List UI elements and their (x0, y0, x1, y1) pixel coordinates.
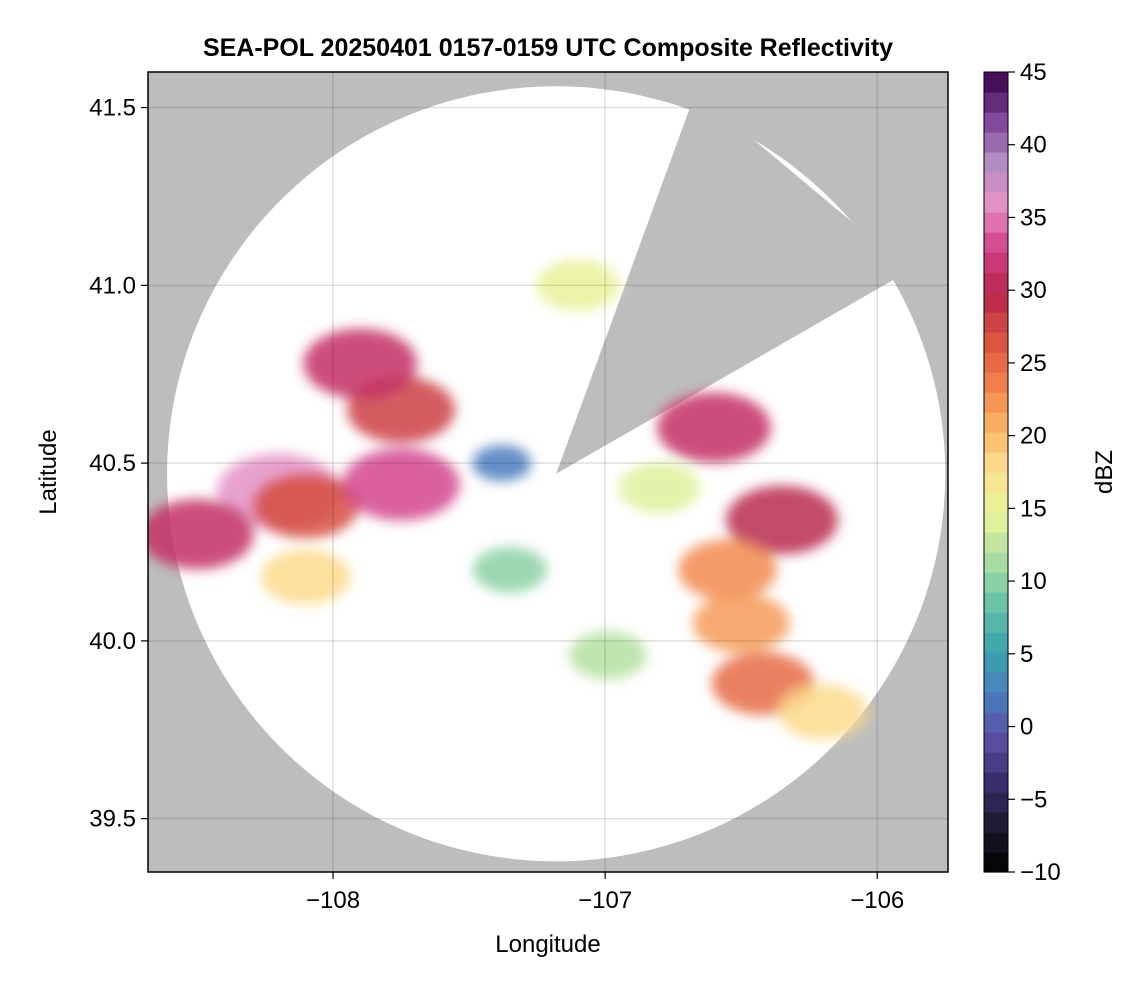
colorbar-tick-label-2: 0 (1020, 714, 1033, 741)
plot-frame (147, 71, 949, 873)
colorbar-tick-label-1: −5 (1020, 786, 1047, 813)
colorbar-tick-label-11: 45 (1020, 59, 1047, 86)
echo-blob-13 (692, 593, 790, 653)
echo-blob-10 (725, 485, 839, 555)
echo-blob-9 (657, 392, 771, 463)
colorbar-swatch-30 (984, 252, 1008, 273)
colorbar-swatch-25 (984, 352, 1008, 373)
colorbar-swatch-9 (984, 672, 1008, 693)
colorbar-swatch-5 (984, 752, 1008, 773)
x-tick-label-1: −107 (578, 887, 632, 914)
colorbar-frame (983, 71, 1009, 873)
colorbar-tick-label-10: 40 (1020, 132, 1047, 159)
echo-blob-8 (261, 549, 351, 605)
colorbar-swatch-18 (984, 492, 1008, 513)
y-tick-label-1: 40.0 (89, 628, 136, 655)
colorbar-swatch-4 (984, 772, 1008, 793)
y-tick-label-2: 40.5 (89, 450, 136, 477)
colorbar-swatch-27 (984, 312, 1008, 333)
echo-blob-6 (472, 444, 532, 482)
colorbar-tick-label-6: 20 (1020, 423, 1047, 450)
colorbar-swatch-0 (984, 852, 1008, 873)
colorbar-swatch-39 (984, 72, 1008, 93)
y-axis-label: Latitude (35, 429, 62, 514)
colorbar-tick-label-7: 25 (1020, 350, 1047, 377)
colorbar-tick-label-9: 35 (1020, 204, 1047, 231)
colorbar-tick-label-5: 15 (1020, 495, 1047, 522)
chart-title: SEA-POL 20250401 0157-0159 UTC Composite… (203, 34, 893, 62)
colorbar-swatch-10 (984, 652, 1008, 673)
colorbar-swatch-34 (984, 172, 1008, 193)
echo-blob-17 (568, 631, 647, 680)
colorbar-swatch-26 (984, 332, 1008, 353)
colorbar-swatch-24 (984, 372, 1008, 393)
colorbar-swatch-3 (984, 792, 1008, 813)
colorbar-swatch-29 (984, 272, 1008, 293)
colorbar-swatch-22 (984, 412, 1008, 433)
colorbar: −10 −5 0 5 10 15 20 25 30 35 40 45 (983, 59, 1061, 886)
blocked-sector (556, 91, 910, 474)
colorbar-swatch-16 (984, 532, 1008, 553)
colorbar-swatch-38 (984, 92, 1008, 113)
x-tick-label-0: −108 (306, 887, 360, 914)
echo-blob-11 (618, 462, 701, 514)
echo-blob-7 (536, 259, 620, 312)
echo-blob-5 (342, 448, 460, 521)
echo-blob-12 (678, 539, 777, 601)
echo-blob-4 (148, 499, 254, 570)
colorbar-swatch-1 (984, 832, 1008, 853)
colorbar-swatch-11 (984, 632, 1008, 653)
echo-blob-3 (252, 473, 360, 539)
colorbar-swatch-2 (984, 812, 1008, 833)
colorbar-swatch-28 (984, 292, 1008, 313)
colorbar-swatch-6 (984, 732, 1008, 753)
x-tick-label-2: −106 (850, 887, 904, 914)
colorbar-tick-label-0: −10 (1020, 859, 1061, 886)
colorbar-swatch-15 (984, 552, 1008, 573)
y-tick-label-4: 41.5 (89, 95, 136, 122)
colorbar-swatch-14 (984, 572, 1008, 593)
colorbar-swatch-36 (984, 132, 1008, 153)
echo-blob-16 (472, 546, 548, 593)
y-tick-label-0: 39.5 (89, 806, 136, 833)
colorbar-swatch-33 (984, 192, 1008, 213)
colorbar-label: dBZ (1091, 450, 1118, 494)
plot-area (147, 71, 949, 873)
colorbar-swatch-21 (984, 432, 1008, 453)
colorbar-swatch-32 (984, 212, 1008, 233)
colorbar-swatch-35 (984, 152, 1008, 173)
echo-blob-1 (303, 328, 418, 399)
colorbar-swatch-20 (984, 452, 1008, 473)
colorbar-swatch-19 (984, 472, 1008, 493)
y-axis: 39.5 40.0 40.5 41.0 41.5 (89, 95, 148, 833)
echo-blob-15 (778, 684, 868, 740)
x-axis-label: Longitude (495, 931, 600, 958)
colorbar-swatch-37 (984, 112, 1008, 133)
colorbar-tick-label-8: 30 (1020, 277, 1047, 304)
colorbar-swatch-7 (984, 712, 1008, 733)
colorbar-swatch-13 (984, 592, 1008, 613)
colorbar-tick-label-3: 5 (1020, 641, 1033, 668)
colorbar-swatch-23 (984, 392, 1008, 413)
colorbar-swatch-8 (984, 692, 1008, 713)
x-axis: −108 −107 −106 (306, 872, 904, 914)
colorbar-swatch-31 (984, 232, 1008, 253)
colorbar-swatch-12 (984, 612, 1008, 633)
colorbar-swatch-17 (984, 512, 1008, 533)
colorbar-tick-label-4: 10 (1020, 568, 1047, 595)
y-tick-label-3: 41.0 (89, 272, 136, 299)
